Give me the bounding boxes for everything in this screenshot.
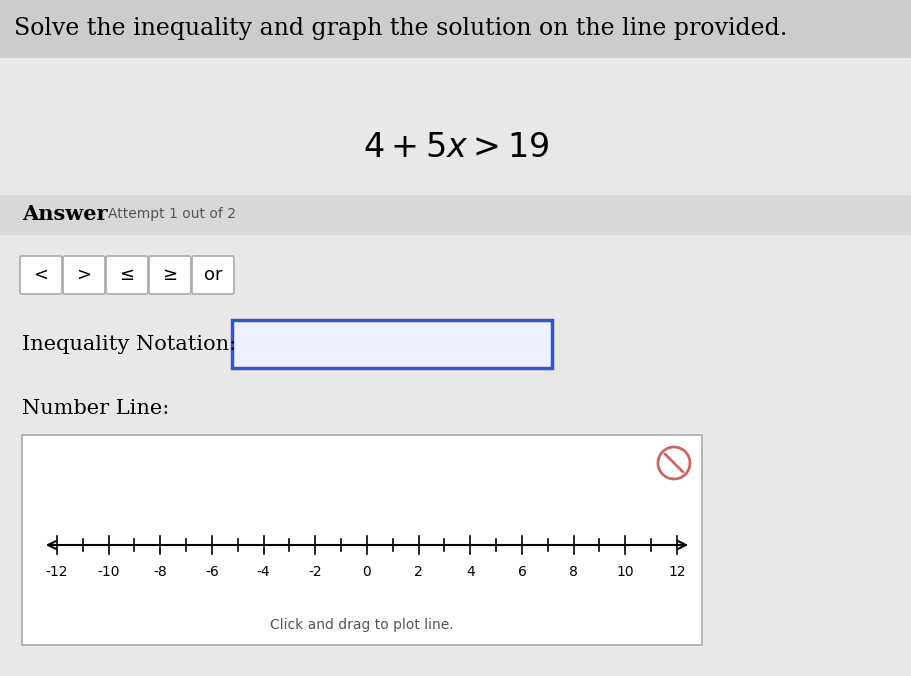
Text: -4: -4 bbox=[257, 565, 271, 579]
Text: 10: 10 bbox=[616, 565, 633, 579]
FancyBboxPatch shape bbox=[63, 256, 105, 294]
FancyBboxPatch shape bbox=[106, 256, 148, 294]
Text: -12: -12 bbox=[46, 565, 68, 579]
Text: 0: 0 bbox=[363, 565, 371, 579]
Text: -2: -2 bbox=[308, 565, 322, 579]
Bar bbox=[22, 435, 701, 645]
Text: 2: 2 bbox=[414, 565, 423, 579]
FancyBboxPatch shape bbox=[20, 256, 62, 294]
Text: >: > bbox=[77, 266, 91, 284]
Text: 4: 4 bbox=[466, 565, 475, 579]
Text: -8: -8 bbox=[153, 565, 167, 579]
Bar bbox=[231, 320, 551, 368]
Text: -10: -10 bbox=[97, 565, 119, 579]
Text: $4 + 5x > 19$: $4 + 5x > 19$ bbox=[363, 132, 548, 164]
Text: Solve the inequality and graph the solution on the line provided.: Solve the inequality and graph the solut… bbox=[14, 18, 786, 41]
Text: -6: -6 bbox=[205, 565, 219, 579]
Text: 12: 12 bbox=[668, 565, 685, 579]
Text: Attempt 1 out of 2: Attempt 1 out of 2 bbox=[107, 207, 236, 221]
Bar bbox=[0, 0, 911, 58]
Text: ≤: ≤ bbox=[119, 266, 135, 284]
Text: 8: 8 bbox=[568, 565, 578, 579]
Text: or: or bbox=[203, 266, 222, 284]
Text: Inequality Notation:: Inequality Notation: bbox=[22, 335, 236, 354]
FancyBboxPatch shape bbox=[148, 256, 190, 294]
Text: ≥: ≥ bbox=[162, 266, 178, 284]
Text: Click and drag to plot line.: Click and drag to plot line. bbox=[270, 618, 454, 632]
FancyBboxPatch shape bbox=[192, 256, 234, 294]
Text: Number Line:: Number Line: bbox=[22, 398, 169, 418]
Bar bbox=[0, 195, 911, 235]
Text: <: < bbox=[34, 266, 48, 284]
Text: Answer: Answer bbox=[22, 204, 107, 224]
Text: 6: 6 bbox=[517, 565, 526, 579]
